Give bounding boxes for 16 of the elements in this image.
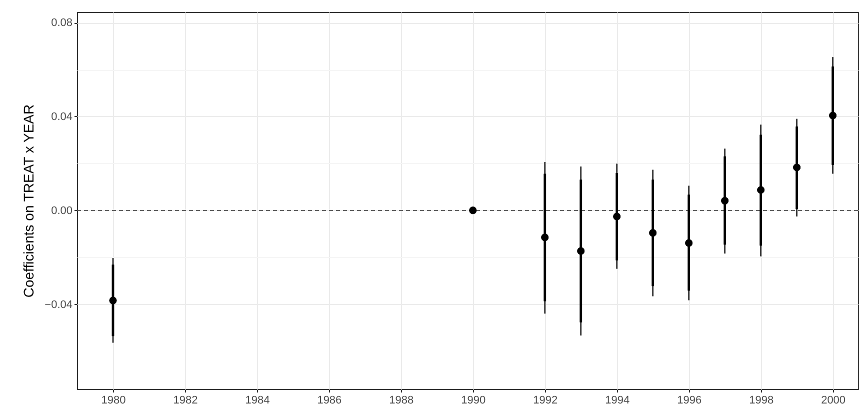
x-tick-label: 1992 [533,394,558,406]
y-tick-label: 0.00 [51,204,72,217]
x-tick-label: 2000 [821,394,846,406]
x-tick-label: 1998 [749,394,774,406]
y-tick-label: 0.08 [51,17,72,30]
x-tick-label: 1980 [101,394,126,406]
y-axis-title: Coefficients on TREAT x YEAR [20,104,37,298]
x-tick-label: 1994 [605,394,630,406]
y-tick-label: −0.04 [44,298,72,311]
x-tick-label: 1982 [173,394,198,406]
x-tick-label: 1986 [317,394,342,406]
x-tick-label: 1990 [461,394,486,406]
x-tick-label: 1984 [245,394,270,406]
x-tick-label: 1988 [389,394,414,406]
x-tick-label: 1996 [677,394,702,406]
y-tick-label: 0.04 [51,110,72,123]
